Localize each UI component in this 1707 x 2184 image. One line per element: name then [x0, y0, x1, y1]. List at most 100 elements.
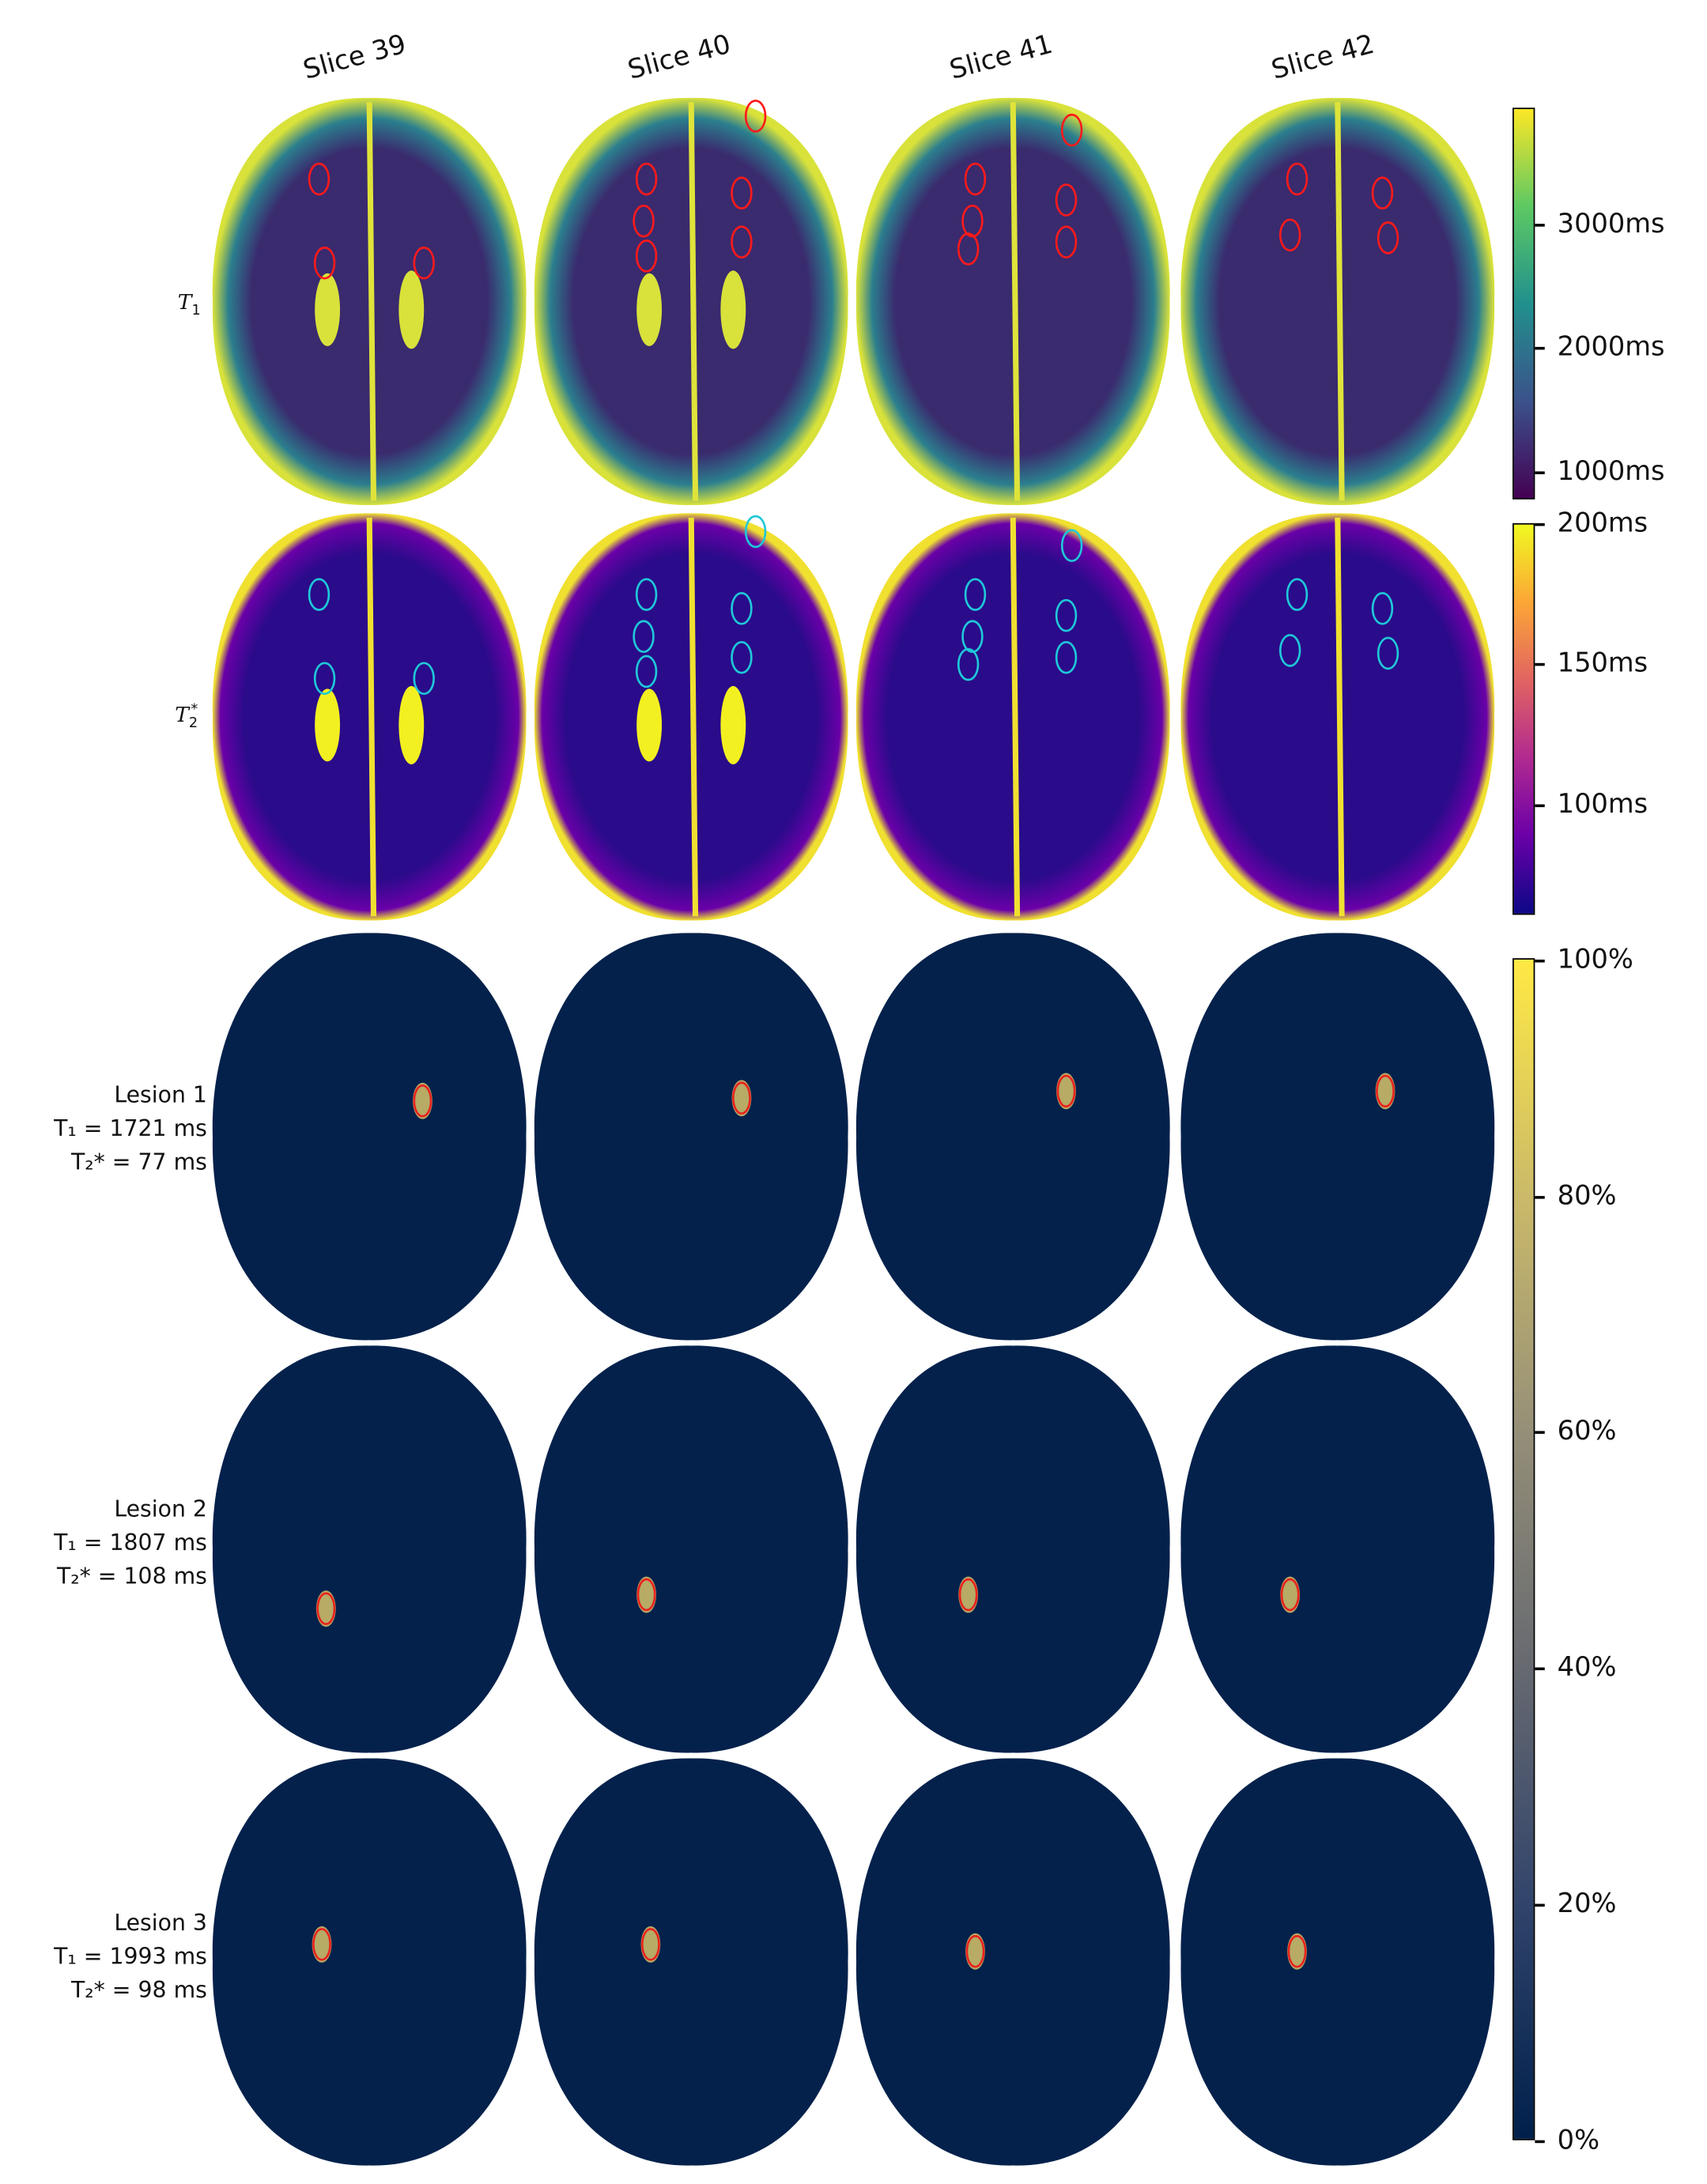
- lesion-probability-blob: [1375, 1073, 1395, 1110]
- lesion-probability-blob: [312, 1926, 332, 1963]
- lesion-probability-blob: [413, 1082, 432, 1119]
- lesion-probability-map: [855, 933, 1170, 1341]
- lesion-contour-red: [731, 225, 753, 258]
- lesion-contour-cyan: [1377, 636, 1399, 670]
- lesion-contour-red: [1055, 183, 1078, 217]
- lesion-contour-red: [1060, 113, 1083, 147]
- lesion-contour-red: [635, 240, 658, 273]
- lesion-contour-red: [413, 246, 435, 280]
- lesion-contour-red: [957, 232, 980, 266]
- colorbar-tick: [1535, 1196, 1545, 1198]
- lesion-probability-blob: [731, 1080, 752, 1117]
- lesion-contour-red: [308, 162, 330, 196]
- ventricle: [720, 270, 746, 349]
- lesion-contour: [636, 1578, 656, 1612]
- lesion-contour-cyan: [635, 578, 658, 611]
- ventricle: [720, 685, 746, 764]
- colorbar-tick: [1535, 224, 1545, 226]
- lesion-contour-red: [1371, 176, 1394, 210]
- lesion-probability-map: [212, 1345, 527, 1753]
- lesion-probability-map: [212, 1758, 527, 2166]
- lesion-probability-blob: [958, 1576, 979, 1613]
- lesion-contour: [316, 1592, 336, 1625]
- lesion-probability-map: [534, 1758, 848, 2166]
- midline: [366, 517, 377, 917]
- colorbar-tick-label: 200ms: [1557, 507, 1648, 539]
- colorbar-tick-label: 100ms: [1557, 789, 1648, 820]
- lesion-probability-map: [855, 1345, 1170, 1753]
- lesion-probability-blob: [640, 1926, 661, 1963]
- colorbar-tick: [1535, 471, 1545, 474]
- colorbar-tick: [1535, 346, 1545, 349]
- colorbar-tick-label: 2000ms: [1557, 331, 1665, 363]
- lesion-contour-cyan: [1055, 598, 1078, 632]
- lesion-contour-red: [633, 204, 655, 238]
- midline: [1010, 517, 1021, 917]
- lesion-probability-blob: [965, 1933, 985, 1970]
- ventricle: [315, 688, 341, 762]
- lesion-contour-cyan: [1060, 529, 1083, 562]
- colorbar-tick-label: 80%: [1557, 1180, 1617, 1212]
- lesion-contour-cyan: [313, 662, 336, 696]
- lesion-contour: [1376, 1074, 1395, 1108]
- lesion-contour-cyan: [744, 515, 767, 549]
- lesion-contour-red: [964, 162, 987, 196]
- lesion-contour-red: [731, 176, 753, 210]
- colorbar-tick-label: 150ms: [1557, 647, 1648, 679]
- lesion-contour-cyan: [308, 578, 330, 611]
- lesion-2-label: Lesion 2 T₁ = 1807 ms T₂* = 108 ms: [54, 1495, 207, 1590]
- lesion-probability-map: [1180, 1345, 1495, 1753]
- lesion-contour-cyan: [731, 592, 753, 625]
- lesion-contour-cyan: [1278, 634, 1301, 667]
- lesion-contour-red: [313, 246, 336, 280]
- lesion-probability-blob: [636, 1576, 656, 1613]
- midline: [688, 102, 699, 501]
- lesion-probability-map: [534, 1345, 848, 1753]
- colorbar-tick-label: 20%: [1557, 1888, 1617, 1920]
- colorbar-t2star: [1513, 522, 1535, 915]
- colorbar-tick: [1535, 960, 1545, 962]
- lesion-probability-map: [1180, 1758, 1495, 2166]
- lesion-contour-cyan: [964, 578, 987, 611]
- lesion-contour-cyan: [731, 640, 753, 674]
- colorbar-tick: [1535, 662, 1545, 666]
- lesion-probability-map: [1180, 933, 1495, 1341]
- midline: [366, 102, 377, 501]
- lesion-contour-red: [635, 162, 658, 196]
- colorbar-tick: [1535, 1667, 1545, 1670]
- lesion-contour: [1056, 1074, 1076, 1108]
- colorbar-lesion-probability: [1513, 958, 1535, 2141]
- lesion-contour-red: [744, 100, 767, 133]
- colorbar-tick: [1535, 2140, 1545, 2143]
- lesion-probability-blob: [315, 1590, 336, 1628]
- lesion-contour-cyan: [413, 662, 435, 696]
- ventricle: [398, 685, 425, 764]
- lesion-3-label: Lesion 3 T₁ = 1993 ms T₂* = 98 ms: [54, 1909, 207, 2004]
- midline: [688, 517, 699, 917]
- lesion-contour-cyan: [1371, 592, 1394, 625]
- lesion-contour: [958, 1578, 978, 1612]
- lesion-contour: [312, 1928, 331, 1961]
- midline: [1335, 102, 1345, 501]
- lesion-contour-cyan: [635, 654, 658, 688]
- lesion-contour-cyan: [633, 620, 655, 654]
- colorbar-tick-label: 60%: [1557, 1415, 1617, 1447]
- ventricle: [398, 270, 425, 349]
- ventricle: [315, 273, 341, 346]
- colorbar-tick: [1535, 804, 1545, 807]
- colorbar-t1: [1513, 108, 1535, 500]
- colorbar-tick-label: 0%: [1557, 2125, 1600, 2156]
- lesion-probability-blob: [1287, 1933, 1307, 1970]
- lesion-probability-map: [855, 1758, 1170, 2166]
- lesion-contour: [965, 1934, 985, 1968]
- lesion-contour-red: [1055, 225, 1078, 258]
- row-label-t2star: T2*: [175, 702, 198, 732]
- lesion-contour-red: [1278, 218, 1301, 252]
- midline: [1010, 102, 1021, 501]
- colorbar-tick-label: 100%: [1557, 944, 1633, 975]
- lesion-probability-map: [212, 933, 527, 1341]
- lesion-contour: [731, 1081, 751, 1115]
- colorbar-tick-label: 40%: [1557, 1652, 1617, 1683]
